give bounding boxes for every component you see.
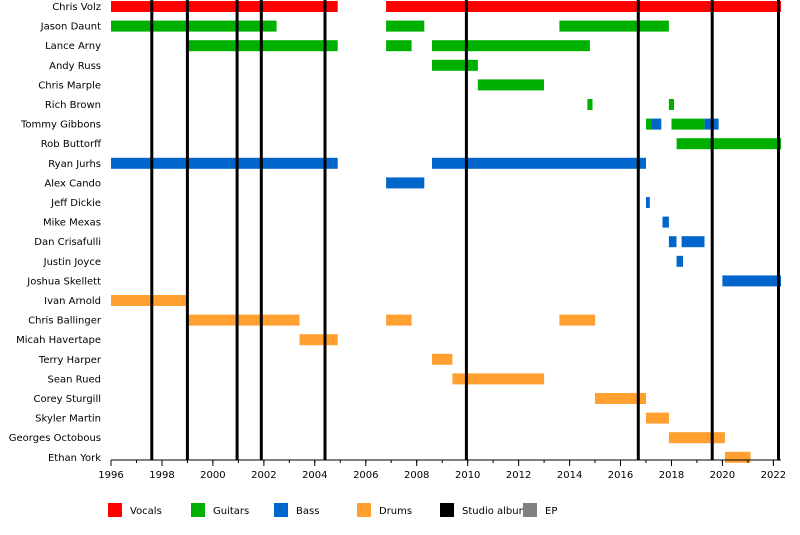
- legend-swatch-studio-album: [440, 503, 454, 517]
- member-label-ivan-arnold: Ivan Arnold: [44, 296, 101, 307]
- bar-alex-cando-bass-1: [386, 177, 425, 189]
- legend-label-bass: Bass: [296, 506, 319, 517]
- legend-swatch-vocals: [108, 503, 122, 517]
- bar-lance-arny-guitars-2: [386, 40, 412, 52]
- member-label-georges-octobous: Georges Octobous: [9, 433, 101, 444]
- tick-label-2018: 2018: [659, 470, 684, 481]
- membership-bars: [111, 1, 781, 463]
- member-label-corey-sturgill: Corey Sturgill: [34, 394, 101, 405]
- member-label-alex-cando: Alex Cando: [44, 178, 101, 189]
- member-label-sean-rued: Sean Rued: [48, 374, 101, 385]
- bar-tommy-gibbons-guitars-1: [646, 118, 652, 130]
- tick-label-2012: 2012: [506, 470, 531, 481]
- member-label-ethan-york: Ethan York: [48, 453, 101, 464]
- bar-jason-daunt-guitars-3: [559, 20, 669, 32]
- member-label-skyler-martin: Skyler Martin: [35, 414, 101, 425]
- bar-micah-havertape-drums-1: [299, 334, 338, 346]
- bar-rich-brown-guitars-1: [587, 99, 593, 110]
- bar-dan-crisafulli-bass-2: [681, 236, 705, 248]
- bar-rich-brown-guitars-2: [668, 99, 674, 110]
- bar-ethan-york-drums-1: [725, 451, 751, 463]
- bar-jason-daunt-guitars-2: [386, 20, 425, 32]
- x-axis: 1996 1998 2000 2002 2004 2006 2008 2010 2012 2014…: [98, 459, 786, 481]
- legend-swatch-drums: [357, 503, 371, 517]
- member-label-joshua-skellett: Joshua Skellett: [26, 276, 101, 287]
- member-label-chris-volz: Chris Volz: [52, 2, 101, 13]
- member-label-tommy-gibbons: Tommy Gibbons: [20, 120, 101, 131]
- tick-label-2014: 2014: [557, 470, 582, 481]
- bar-ryan-jurhs-bass-1: [111, 157, 338, 169]
- legend-label-ep: EP: [545, 506, 557, 517]
- bar-ryan-jurhs-bass-2: [432, 157, 646, 169]
- bar-skyler-martin-drums-1: [646, 412, 669, 424]
- tick-label-2006: 2006: [353, 470, 378, 481]
- tick-label-2020: 2020: [710, 470, 735, 481]
- bar-chris-volz-vocals-2: [386, 1, 781, 12]
- bar-joshua-skellett-bass-1: [722, 275, 781, 287]
- member-label-chris-marple: Chris Marple: [38, 80, 101, 91]
- member-label-micah-havertape: Micah Havertape: [16, 335, 101, 346]
- legend-label-drums: Drums: [379, 506, 412, 517]
- member-label-rich-brown: Rich Brown: [45, 100, 101, 111]
- legend-swatch-guitars: [191, 503, 205, 517]
- member-label-ryan-jurhs: Ryan Jurhs: [48, 159, 101, 170]
- bar-georges-octobous-drums-1: [668, 432, 725, 444]
- tick-label-2002: 2002: [251, 470, 276, 481]
- tick-label-2004: 2004: [302, 470, 327, 481]
- bar-lance-arny-guitars-3: [432, 40, 590, 52]
- tick-label-2010: 2010: [455, 470, 480, 481]
- bar-justin-joyce-bass-1: [676, 255, 683, 267]
- member-label-chris-ballinger: Chris Ballinger: [28, 316, 102, 327]
- bar-chris-marple-guitars-1: [477, 79, 544, 91]
- member-label-terry-harper: Terry Harper: [38, 355, 102, 366]
- bar-sean-rued-drums-1: [452, 373, 545, 385]
- bar-chris-ballinger-drums-3: [559, 314, 596, 326]
- bar-ivan-arnold-drums-1: [111, 295, 188, 306]
- legend-swatch-bass: [274, 503, 288, 517]
- tick-label-2000: 2000: [200, 470, 225, 481]
- member-label-justin-joyce: Justin Joyce: [43, 257, 101, 268]
- tick-label-2016: 2016: [608, 470, 633, 481]
- member-label-dan-crisafulli: Dan Crisafulli: [34, 237, 101, 248]
- tick-label-1996: 1996: [98, 470, 123, 481]
- studio-album-lines: [150, 0, 780, 460]
- bar-chris-ballinger-drums-1: [187, 314, 300, 326]
- member-label-jason-daunt: Jason Daunt: [40, 22, 101, 33]
- bar-dan-crisafulli-bass-1: [668, 236, 677, 248]
- legend-label-studio-album: Studio album: [462, 506, 528, 517]
- bar-chris-volz-vocals-1: [111, 1, 338, 12]
- tick-label-2008: 2008: [404, 470, 429, 481]
- tick-label-2022: 2022: [761, 470, 786, 481]
- bar-corey-sturgill-drums-1: [595, 393, 646, 404]
- bar-jason-daunt-guitars-1: [111, 20, 277, 32]
- bar-terry-harper-drums-1: [432, 353, 453, 365]
- legend-label-guitars: Guitars: [213, 506, 249, 517]
- bar-tommy-gibbons-guitars-3: [671, 118, 705, 130]
- bar-mike-mexas-bass-1: [662, 216, 669, 228]
- tick-label-1998: 1998: [149, 470, 174, 481]
- bar-chris-ballinger-drums-2: [386, 314, 412, 326]
- member-label-andy-russ: Andy Russ: [49, 61, 101, 72]
- bar-rob-buttorff-guitars-1: [676, 138, 781, 150]
- legend: Vocals Guitars Bass Drums Studio album EP: [108, 503, 557, 517]
- member-label-jeff-dickie: Jeff Dickie: [50, 198, 101, 209]
- legend-swatch-ep: [523, 503, 537, 517]
- bar-jeff-dickie-bass-1: [646, 197, 650, 208]
- member-label-lance-arny: Lance Arny: [45, 41, 101, 52]
- bar-tommy-gibbons-bass-2: [651, 118, 662, 130]
- member-label-rob-buttorff: Rob Buttorff: [41, 139, 102, 150]
- member-label-mike-mexas: Mike Mexas: [43, 218, 101, 229]
- member-labels: Chris Volz Jason Daunt Lance Arny Andy Russ…: [9, 2, 102, 464]
- legend-label-vocals: Vocals: [130, 506, 162, 517]
- bar-andy-russ-guitars-1: [432, 59, 478, 71]
